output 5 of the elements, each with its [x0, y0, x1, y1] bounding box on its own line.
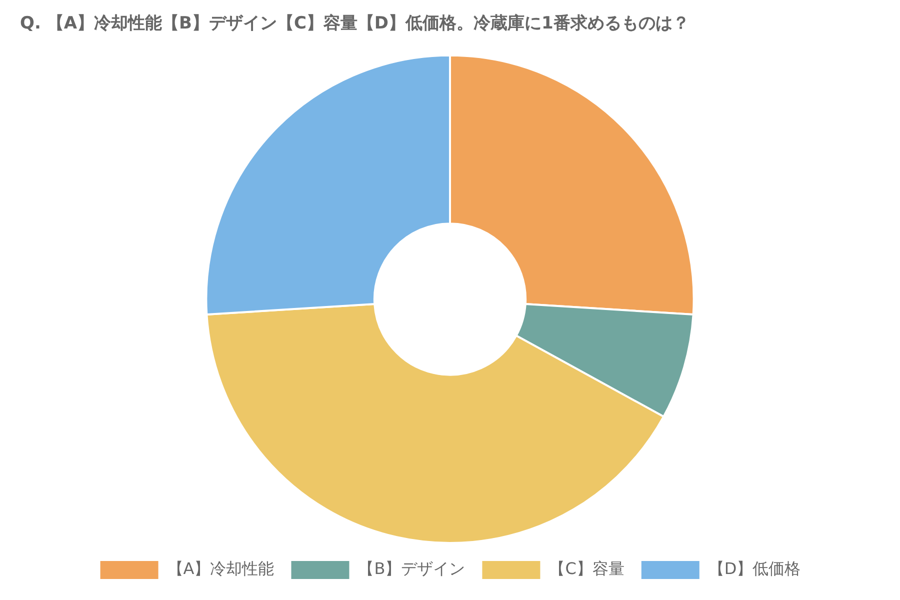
legend-label: 【B】デザイン: [358, 559, 466, 578]
legend-label: 【C】容量: [549, 559, 624, 578]
legend-label: 【A】冷却性能: [167, 559, 274, 578]
legend-label: 【D】低価格: [708, 559, 801, 578]
chart-title: Q. 【A】冷却性能【B】デザイン【C】容量【D】低価格。冷蔵庫に1番求めるものは？: [20, 14, 690, 34]
